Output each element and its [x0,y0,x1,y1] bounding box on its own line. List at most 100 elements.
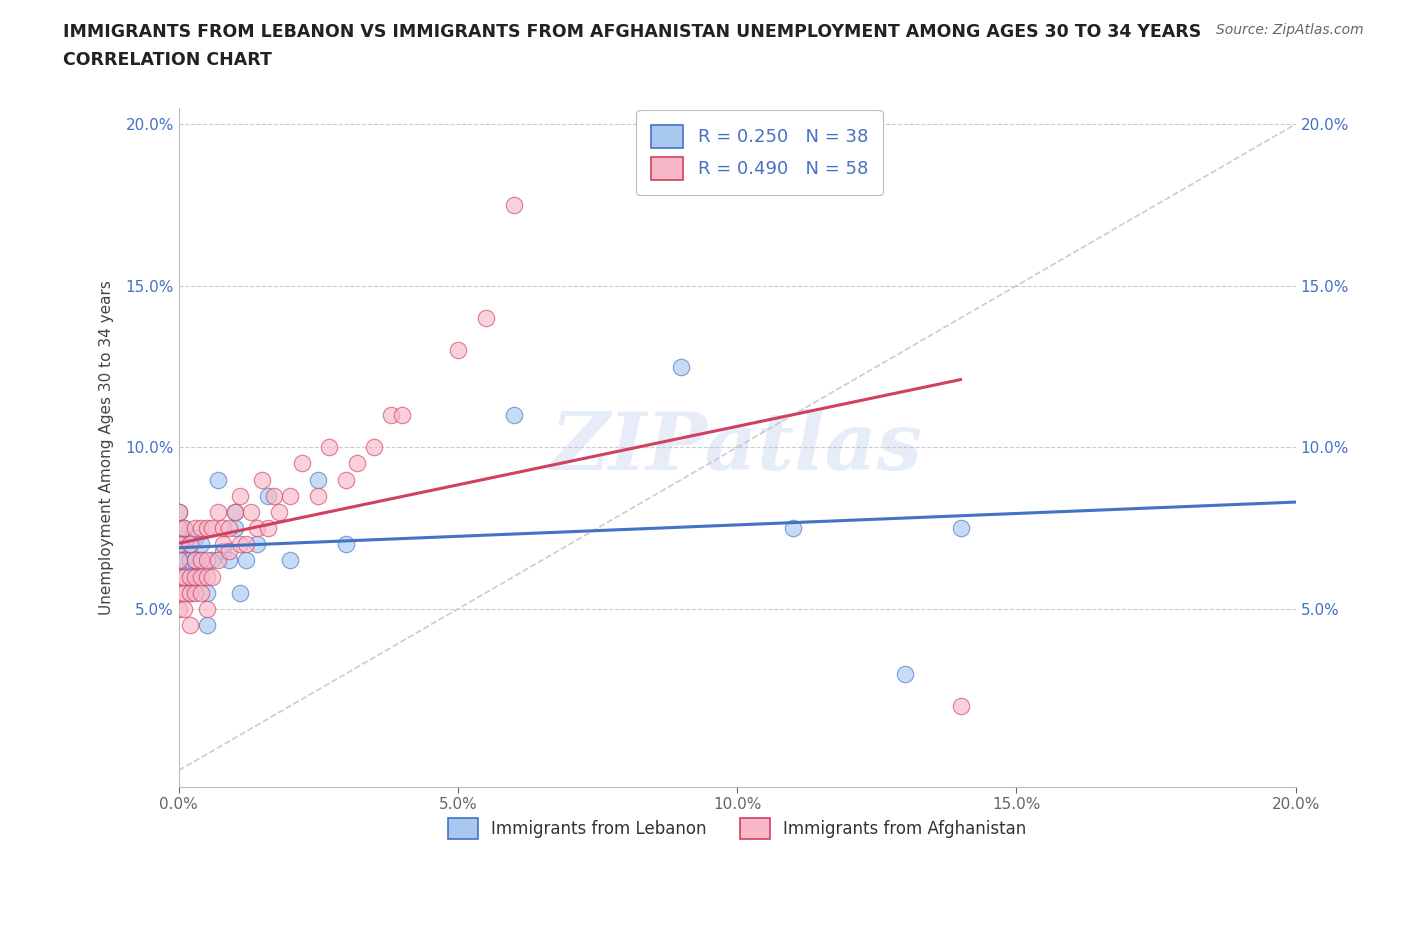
Point [167,569,190,584]
Point [307,488,329,503]
Point [190,585,212,600]
Point [346,456,368,471]
Legend: Immigrants from Lebanon, Immigrants from Afghanistan: Immigrants from Lebanon, Immigrants from… [441,811,1033,846]
Point [179,585,201,600]
Point [195,569,218,584]
Point [201,553,224,568]
Point [782,521,804,536]
Point [179,569,201,584]
Point [307,472,329,487]
Point [475,311,498,325]
Point [224,521,246,536]
Point [184,553,207,568]
Point [190,553,212,568]
Point [671,359,693,374]
Point [190,521,212,536]
Point [229,537,252,551]
Point [335,537,357,551]
Point [212,543,235,558]
Point [201,569,224,584]
Point [173,553,195,568]
Point [184,553,207,568]
Point [380,407,402,422]
Point [167,530,190,545]
Point [190,537,212,551]
Point [173,585,195,600]
Point [229,585,252,600]
Point [218,553,240,568]
Point [167,537,190,551]
Point [212,537,235,551]
Text: ZIPatlas: ZIPatlas [551,408,924,486]
Point [173,602,195,617]
Point [212,521,235,536]
Point [949,521,972,536]
Point [173,521,195,536]
Point [190,569,212,584]
Point [224,504,246,519]
Point [201,521,224,536]
Point [184,530,207,545]
Point [318,440,340,455]
Point [173,569,195,584]
Point [207,504,229,519]
Point [218,543,240,558]
Point [167,521,190,536]
Point [179,569,201,584]
Point [252,472,274,487]
Point [240,504,263,519]
Point [246,537,269,551]
Point [173,537,195,551]
Point [184,569,207,584]
Point [195,553,218,568]
Point [179,585,201,600]
Point [167,504,190,519]
Point [218,521,240,536]
Point [195,521,218,536]
Point [502,407,524,422]
Point [179,553,201,568]
Point [195,585,218,600]
Point [893,666,915,681]
Point [391,407,413,422]
Point [207,553,229,568]
Point [167,585,190,600]
Point [246,521,269,536]
Text: IMMIGRANTS FROM LEBANON VS IMMIGRANTS FROM AFGHANISTAN UNEMPLOYMENT AMONG AGES 3: IMMIGRANTS FROM LEBANON VS IMMIGRANTS FR… [63,23,1202,41]
Point [235,553,257,568]
Point [167,602,190,617]
Point [167,537,190,551]
Y-axis label: Unemployment Among Ages 30 to 34 years: Unemployment Among Ages 30 to 34 years [100,280,114,615]
Point [224,504,246,519]
Point [290,456,312,471]
Point [363,440,385,455]
Point [949,698,972,713]
Point [269,504,291,519]
Text: CORRELATION CHART: CORRELATION CHART [63,51,273,69]
Point [173,521,195,536]
Point [184,569,207,584]
Point [184,585,207,600]
Point [280,488,302,503]
Point [207,472,229,487]
Point [447,343,470,358]
Point [167,504,190,519]
Point [179,537,201,551]
Point [195,602,218,617]
Point [173,569,195,584]
Point [167,521,190,536]
Point [179,618,201,632]
Point [167,553,190,568]
Point [502,197,524,212]
Point [229,488,252,503]
Point [190,553,212,568]
Point [280,553,302,568]
Point [195,618,218,632]
Point [335,472,357,487]
Point [257,488,280,503]
Point [235,537,257,551]
Point [263,488,285,503]
Text: Source: ZipAtlas.com: Source: ZipAtlas.com [1216,23,1364,37]
Point [184,521,207,536]
Point [257,521,280,536]
